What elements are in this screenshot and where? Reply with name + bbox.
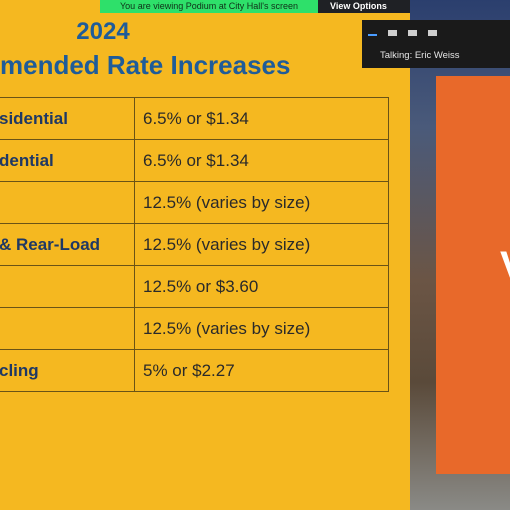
table-row: 12.5% or $3.60 (0, 265, 389, 308)
table-row: dential 6.5% or $1.34 (0, 139, 389, 182)
slide: 2024 mended Rate Increases sidential 6.5%… (0, 0, 410, 510)
rate-cell: 5% or $2.27 (134, 349, 389, 392)
view-options-button[interactable]: View Options (318, 0, 410, 13)
rate-cell: 12.5% (varies by size) (134, 181, 389, 224)
rate-cell: 12.5% (varies by size) (134, 223, 389, 266)
service-cell: sidential (0, 97, 135, 140)
rate-cell: 6.5% or $1.34 (134, 97, 389, 140)
side-slide (436, 76, 510, 474)
service-cell: dential (0, 139, 135, 182)
service-cell (0, 265, 135, 308)
table-row: 12.5% (varies by size) (0, 307, 389, 350)
speaker-panel: Talking: Eric Weiss (362, 20, 510, 68)
rate-cell: 12.5% or $3.60 (134, 265, 389, 308)
service-cell (0, 181, 135, 224)
share-banner: You are viewing Podium at City Hall's sc… (100, 0, 318, 13)
layout-icon[interactable] (368, 34, 377, 36)
layout-icon[interactable] (388, 30, 397, 36)
side-slide-letter: V (500, 244, 510, 289)
service-cell: & Rear-Load (0, 223, 135, 266)
table-row: 12.5% (varies by size) (0, 181, 389, 224)
talking-label: Talking: Eric Weiss (380, 50, 460, 61)
layout-icon[interactable] (408, 30, 417, 36)
service-cell (0, 307, 135, 350)
rate-cell: 6.5% or $1.34 (134, 139, 389, 182)
rate-cell: 12.5% (varies by size) (134, 307, 389, 350)
table-row: cling 5% or $2.27 (0, 349, 389, 392)
slide-year: 2024 (76, 18, 130, 45)
table-row: & Rear-Load 12.5% (varies by size) (0, 223, 389, 266)
table-row: sidential 6.5% or $1.34 (0, 97, 389, 140)
slide-heading: mended Rate Increases (0, 50, 291, 80)
rate-table: sidential 6.5% or $1.34 dential 6.5% or $1.… (0, 97, 389, 392)
service-cell: cling (0, 349, 135, 392)
layout-icon[interactable] (428, 30, 437, 36)
